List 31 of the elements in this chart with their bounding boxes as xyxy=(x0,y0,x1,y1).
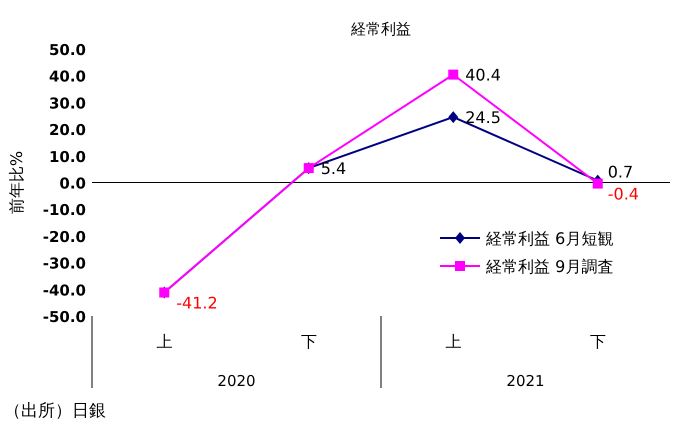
y-axis-title: 前年比% xyxy=(7,150,26,214)
legend-label: 経常利益 9月調査 xyxy=(485,257,614,276)
x-tick-label: 上 xyxy=(445,332,462,351)
y-tick-label: 10.0 xyxy=(48,148,86,166)
point xyxy=(448,70,458,80)
data-label: -41.2 xyxy=(176,294,218,313)
point xyxy=(592,178,603,189)
data-label: -0.4 xyxy=(608,184,639,204)
y-tick-label: -10.0 xyxy=(42,201,86,220)
y-tick-label: -40.0 xyxy=(42,281,86,300)
data-label: 0.7 xyxy=(608,162,634,182)
x-tick-label: 下 xyxy=(590,332,606,351)
y-tick-label: 40.0 xyxy=(48,68,86,86)
y-tick-label: -50.0 xyxy=(42,308,86,326)
x-tick-label: 下 xyxy=(300,332,317,351)
y-tick-label: -30.0 xyxy=(42,254,86,273)
y-tick-label: 50.0 xyxy=(48,41,86,59)
data-label: 40.4 xyxy=(465,66,501,85)
x-tick-label: 上 xyxy=(156,332,172,351)
data-label: 5.4 xyxy=(320,159,346,178)
y-tick-label: 0.0 xyxy=(59,174,86,192)
text: 2021 xyxy=(506,372,545,390)
legend-label: 経常利益 6月短観 xyxy=(485,229,614,248)
y-tick-label: 20.0 xyxy=(48,121,86,140)
y-tick-label: 30.0 xyxy=(48,94,86,112)
text: （出所）日銀 xyxy=(4,401,106,421)
text: 2020 xyxy=(217,372,256,390)
y-tick-label: -20.0 xyxy=(42,228,86,246)
chart-title: 経常利益 xyxy=(350,20,411,38)
point xyxy=(448,111,458,124)
data-label: 24.5 xyxy=(465,108,501,128)
